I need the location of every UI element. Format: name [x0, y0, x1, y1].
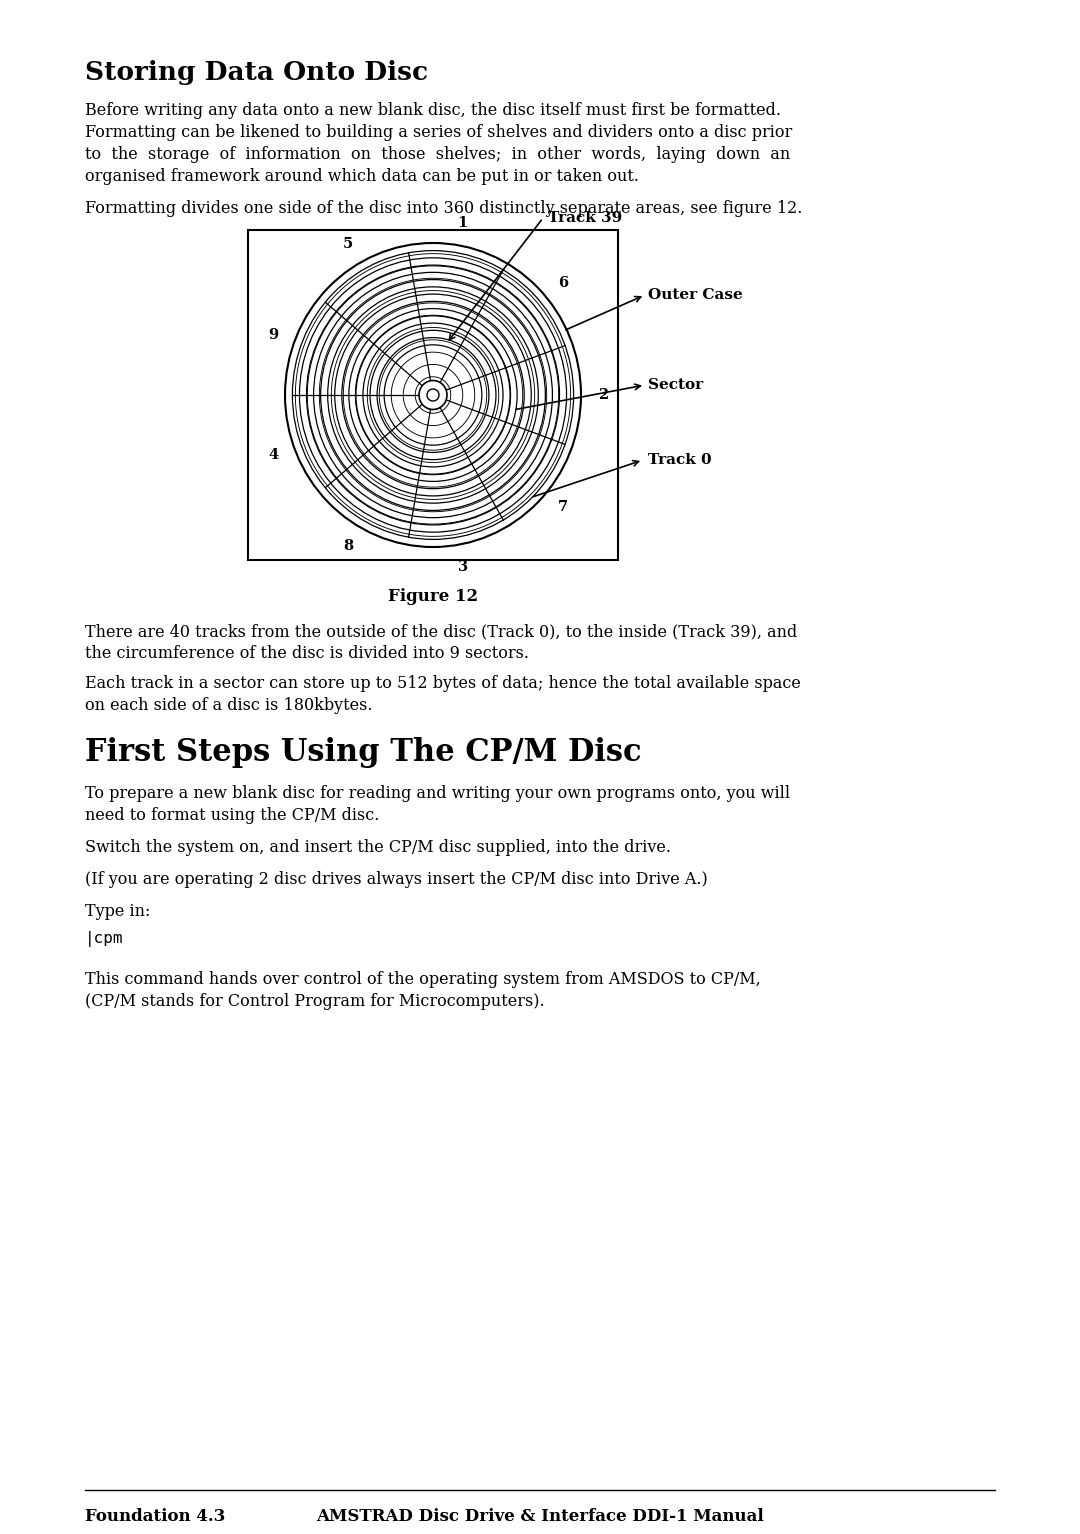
Bar: [248, 230, 618, 560]
Text: the circumference of the disc is divided into 9 sectors.: the circumference of the disc is divided…: [85, 644, 529, 663]
Text: Before writing any data onto a new blank disc, the disc itself must first be for: Before writing any data onto a new blank…: [85, 101, 781, 120]
Text: 5: 5: [342, 236, 353, 250]
Text: 6: 6: [558, 276, 568, 290]
Text: (CP/M stands for Control Program for Microcomputers).: (CP/M stands for Control Program for Mic…: [85, 992, 544, 1009]
Text: 8: 8: [343, 540, 353, 554]
Text: Sector: Sector: [648, 377, 703, 393]
Text: Track 39: Track 39: [548, 212, 622, 225]
Text: need to format using the CP/M disc.: need to format using the CP/M disc.: [85, 807, 379, 824]
Text: 2: 2: [598, 388, 608, 402]
Text: 9: 9: [268, 328, 279, 342]
Text: Track 0: Track 0: [648, 453, 712, 466]
Ellipse shape: [427, 390, 438, 400]
Text: 7: 7: [558, 500, 568, 514]
Text: To prepare a new blank disc for reading and writing your own programs onto, you : To prepare a new blank disc for reading …: [85, 785, 791, 802]
Text: 1: 1: [458, 216, 468, 230]
Text: Figure 12: Figure 12: [388, 588, 478, 604]
Text: Switch the system on, and insert the CP/M disc supplied, into the drive.: Switch the system on, and insert the CP/…: [85, 839, 671, 856]
Text: Storing Data Onto Disc: Storing Data Onto Disc: [85, 60, 428, 84]
Text: 4: 4: [268, 448, 279, 462]
Text: |cpm: |cpm: [85, 931, 123, 946]
Text: Each track in a sector can store up to 512 bytes of data; hence the total availa: Each track in a sector can store up to 5…: [85, 675, 801, 692]
Text: Type in:: Type in:: [85, 904, 150, 920]
Text: Formatting can be likened to building a series of shelves and dividers onto a di: Formatting can be likened to building a …: [85, 124, 793, 141]
Text: Formatting divides one side of the disc into 360 distinctly separate areas, see : Formatting divides one side of the disc …: [85, 199, 802, 216]
Text: organised framework around which data can be put in or taken out.: organised framework around which data ca…: [85, 169, 639, 186]
Ellipse shape: [419, 380, 447, 410]
Text: Outer Case: Outer Case: [648, 288, 743, 302]
Text: 3: 3: [458, 560, 468, 574]
Text: Foundation 4.3: Foundation 4.3: [85, 1508, 226, 1525]
Text: AMSTRAD Disc Drive & Interface DDI-1 Manual: AMSTRAD Disc Drive & Interface DDI-1 Man…: [316, 1508, 764, 1525]
Text: There are 40 tracks from the outside of the disc (Track 0), to the inside (Track: There are 40 tracks from the outside of …: [85, 623, 797, 640]
Text: (If you are operating 2 disc drives always insert the CP/M disc into Drive A.): (If you are operating 2 disc drives alwa…: [85, 871, 707, 888]
Text: First Steps Using The CP/M Disc: First Steps Using The CP/M Disc: [85, 736, 642, 769]
Text: on each side of a disc is 180kbytes.: on each side of a disc is 180kbytes.: [85, 696, 373, 713]
Text: to  the  storage  of  information  on  those  shelves;  in  other  words,  layin: to the storage of information on those s…: [85, 146, 791, 163]
Text: This command hands over control of the operating system from AMSDOS to CP/M,: This command hands over control of the o…: [85, 971, 760, 988]
Ellipse shape: [285, 242, 581, 548]
